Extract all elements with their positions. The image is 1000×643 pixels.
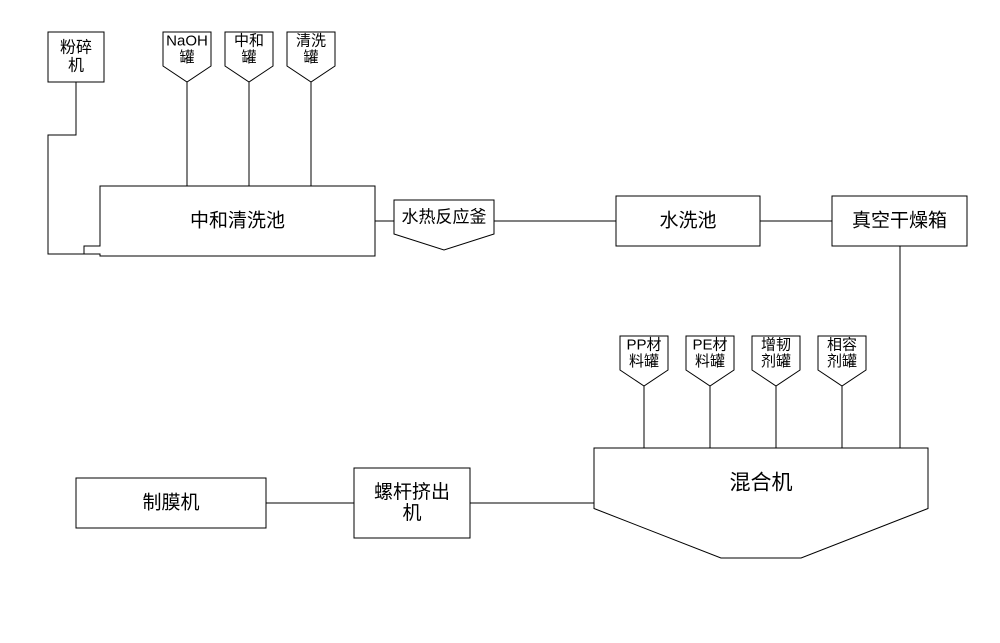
pp_tank: PP材料罐 bbox=[620, 336, 668, 386]
hydro_reactor: 水热反应釜 bbox=[394, 200, 494, 250]
screw_ext-label-1: 螺杆挤出 bbox=[374, 481, 450, 503]
neut_tank-label-2: 罐 bbox=[241, 49, 256, 66]
neut_tank: 中和罐 bbox=[225, 32, 273, 82]
neut_wash_pool-label: 中和清洗池 bbox=[190, 210, 285, 232]
compat_tank-label-1: 相容 bbox=[827, 336, 857, 353]
naoh_tank: NaOH罐 bbox=[163, 32, 211, 82]
pp_tank-label-1: PP材 bbox=[626, 336, 661, 353]
naoh_tank-label-2: 罐 bbox=[179, 49, 194, 66]
crusher-label-2: 机 bbox=[68, 56, 84, 74]
hydro_reactor-label: 水热反应釜 bbox=[402, 208, 487, 227]
connector bbox=[48, 82, 100, 254]
compat_tank: 相容剂罐 bbox=[818, 336, 866, 386]
tough_tank-label-1: 增韧 bbox=[761, 336, 791, 353]
film_mach-label: 制膜机 bbox=[142, 492, 199, 514]
flowchart-canvas: 粉碎机NaOH罐中和罐清洗罐中和清洗池水热反应釜水洗池真空干燥箱PP材料罐PE材… bbox=[0, 0, 1000, 643]
neut_wash_pool: 中和清洗池 bbox=[84, 186, 375, 256]
wash_tank: 清洗罐 bbox=[287, 32, 335, 82]
crusher: 粉碎机 bbox=[48, 32, 104, 82]
screw_ext-label-2: 机 bbox=[402, 502, 421, 524]
wash_tank-label-2: 罐 bbox=[303, 49, 318, 66]
vac_oven: 真空干燥箱 bbox=[832, 196, 967, 246]
tough_tank-label-2: 剂罐 bbox=[761, 353, 791, 370]
pe_tank-label-1: PE材 bbox=[692, 336, 727, 353]
rinse_pool: 水洗池 bbox=[616, 196, 760, 246]
pp_tank-label-2: 料罐 bbox=[629, 353, 659, 370]
rinse_pool-label: 水洗池 bbox=[659, 210, 716, 232]
pe_tank: PE材料罐 bbox=[686, 336, 734, 386]
pe_tank-label-2: 料罐 bbox=[695, 353, 725, 370]
mixer: 混合机 bbox=[594, 448, 928, 558]
naoh_tank-label-1: NaOH bbox=[166, 32, 208, 49]
tough_tank: 增韧剂罐 bbox=[752, 336, 800, 386]
neut_tank-label-1: 中和 bbox=[234, 32, 264, 49]
crusher-label-1: 粉碎 bbox=[60, 39, 92, 57]
wash_tank-label-1: 清洗 bbox=[296, 32, 326, 49]
screw_ext: 螺杆挤出机 bbox=[354, 468, 470, 538]
compat_tank-label-2: 剂罐 bbox=[827, 353, 857, 370]
mixer-label: 混合机 bbox=[730, 472, 793, 495]
film_mach: 制膜机 bbox=[76, 478, 266, 528]
vac_oven-label: 真空干燥箱 bbox=[852, 210, 947, 232]
